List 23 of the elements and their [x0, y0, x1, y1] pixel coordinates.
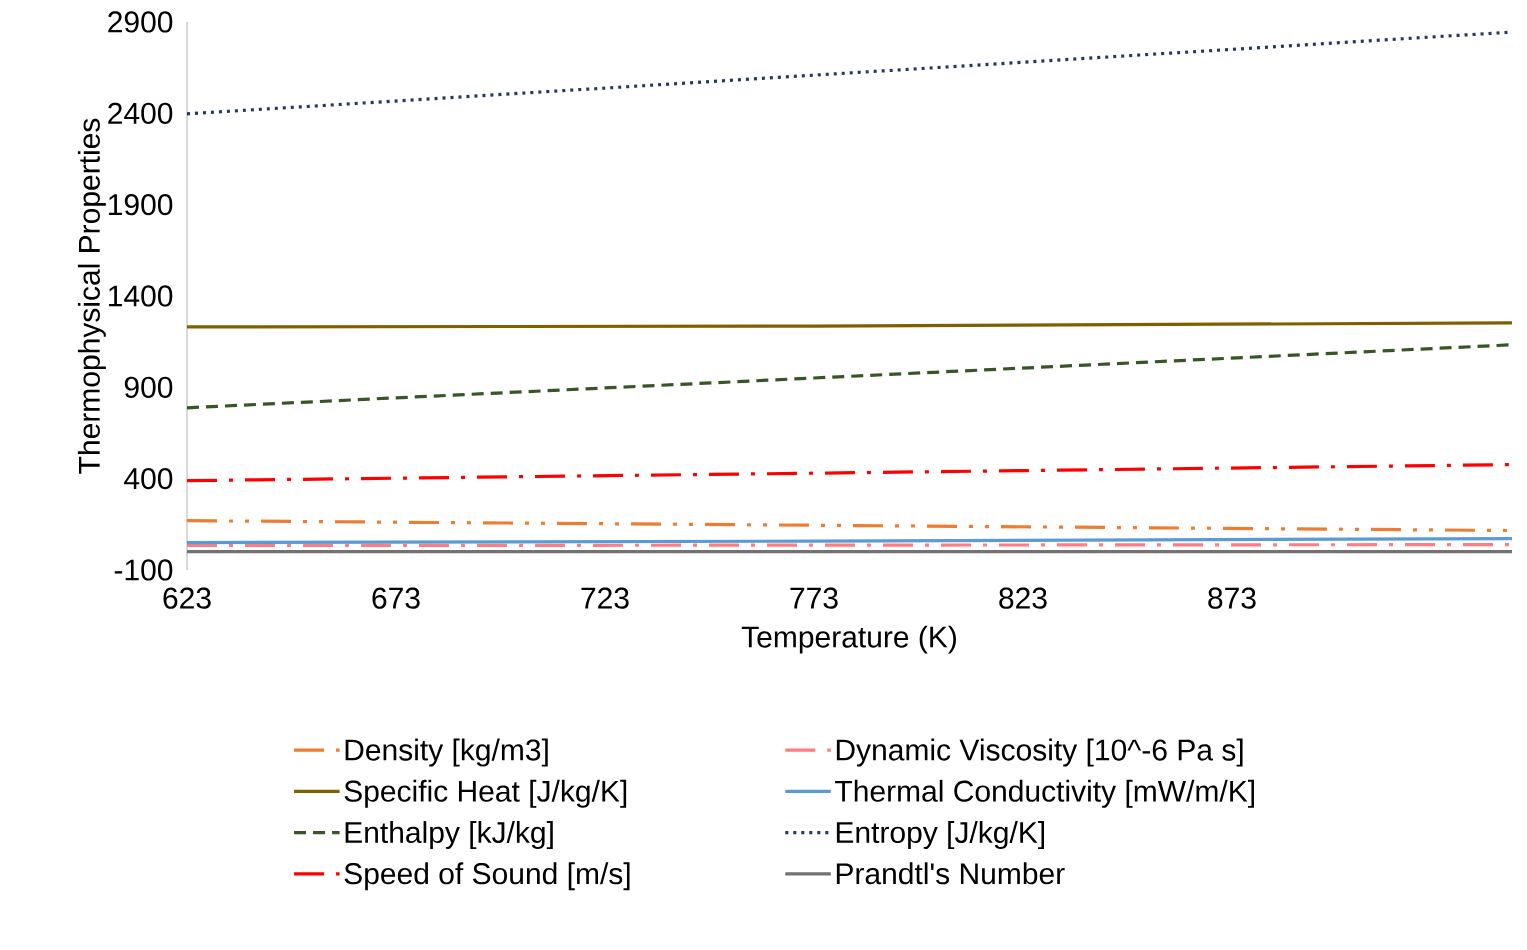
legend-label: Specific Heat [J/kg/K] [344, 779, 627, 808]
legend-label: Thermal Conductivity [mW/m/K] [835, 779, 1254, 808]
y-tick-label: 1900 [109, 194, 173, 216]
x-tick-label: 823 [999, 587, 1047, 609]
legend-label: Entropy [J/kg/K] [836, 821, 1045, 850]
y-tick-label: 900 [124, 376, 173, 398]
legend-label: Density [kg/m3] [345, 738, 548, 767]
y-tick-label: 2900 [108, 11, 173, 33]
legend-label: Prandtl's Number [836, 862, 1065, 885]
legend-label: Speed of Sound [m/s] [344, 862, 630, 891]
y-tick-label: 400 [124, 468, 173, 490]
x-tick-label: 673 [372, 587, 420, 609]
y-axis-title: Thermophysical Properties [77, 118, 106, 474]
legend-label: Enthalpy [kJ/kg] [345, 821, 553, 850]
x-tick-label: 773 [790, 587, 838, 609]
y-tick-label: 1400 [109, 285, 173, 307]
y-tick-label: 2400 [108, 102, 173, 124]
y-tick-label: -100 [114, 559, 173, 581]
x-tick-label: 623 [163, 587, 211, 609]
x-tick-label: 723 [581, 587, 629, 609]
x-tick-label: 873 [1208, 587, 1256, 609]
legend-label: Dynamic Viscosity [10^-6 Pa s] [836, 738, 1243, 767]
x-axis-title: Temperature (K) [741, 625, 956, 654]
